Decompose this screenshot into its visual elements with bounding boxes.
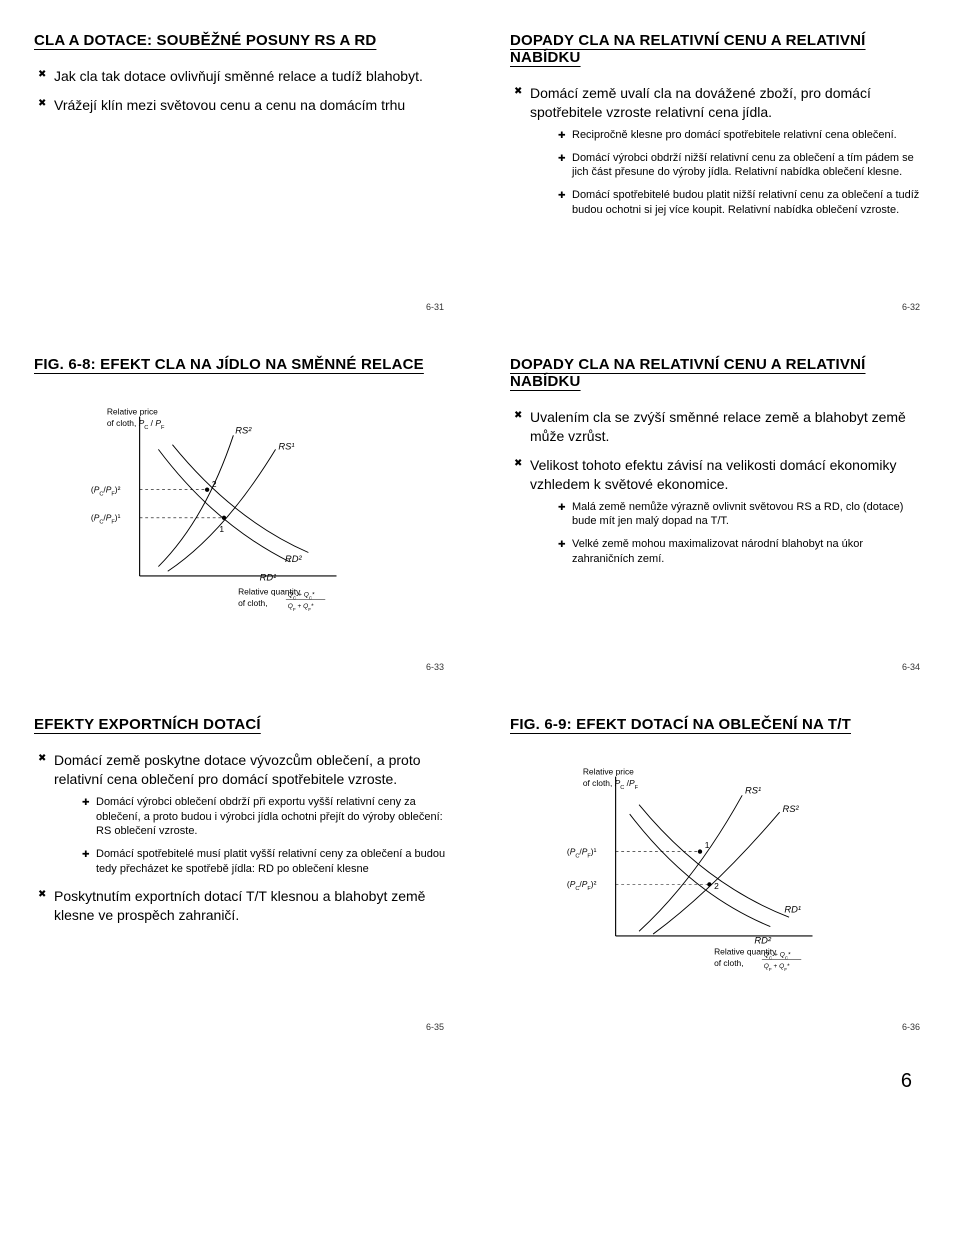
page-number: 6 bbox=[24, 1040, 936, 1093]
curve-rs2 bbox=[158, 435, 233, 566]
slide-6: FIG. 6-9: EFEKT DOTACÍ NA OBLEČENÍ NA T/… bbox=[500, 704, 936, 1040]
x-frac-num: QC + QC* bbox=[288, 592, 315, 601]
slide-title: FIG. 6-9: EFEKT DOTACÍ NA OBLEČENÍ NA T/… bbox=[510, 710, 926, 733]
slide-title: DOPADY CLA NA RELATIVNÍ CENU A RELATIVNÍ… bbox=[510, 26, 926, 66]
bullet-item: Domácí země poskytne dotace vývozcům obl… bbox=[38, 751, 450, 877]
bullet-list: Jak cla tak dotace ovlivňují směnné rela… bbox=[34, 67, 450, 115]
y-axis-label-1: Relative price bbox=[583, 767, 634, 777]
slide-2: DOPADY CLA NA RELATIVNÍ CENU A RELATIVNÍ… bbox=[500, 20, 936, 320]
curve-rd2 bbox=[630, 814, 771, 927]
slide-4: DOPADY CLA NA RELATIVNÍ CENU A RELATIVNÍ… bbox=[500, 344, 936, 680]
label-rd1: RD¹ bbox=[784, 905, 801, 915]
sub-list: Recipročně klesne pro domácí spotřebitel… bbox=[530, 128, 926, 218]
slide-number: 6-36 bbox=[902, 1022, 920, 1032]
slide-title: EFEKTY EXPORTNÍCH DOTACÍ bbox=[34, 710, 450, 733]
sub-item: Domácí spotřebitelé budou platit nižší r… bbox=[558, 188, 926, 218]
slide-5: EFEKTY EXPORTNÍCH DOTACÍ Domácí země pos… bbox=[24, 704, 460, 1040]
sub-item: Domácí výrobci obdrží nižší relativní ce… bbox=[558, 151, 926, 181]
bullet-item: Jak cla tak dotace ovlivňují směnné rela… bbox=[38, 67, 450, 86]
curve-rd1 bbox=[158, 449, 289, 562]
ytick-1: (PC/PF)¹ bbox=[91, 513, 121, 526]
sub-list: Malá země nemůže výrazně ovlivnit světov… bbox=[530, 500, 926, 567]
point-2-label: 2 bbox=[212, 479, 217, 489]
ytick-2: (PC/PF)² bbox=[567, 879, 597, 892]
sub-item: Velké země mohou maximalizovat národní b… bbox=[558, 537, 926, 567]
slide-3: FIG. 6-8: EFEKT CLA NA JÍDLO NA SMĚNNÉ R… bbox=[24, 344, 460, 680]
ytick-2: (PC/PF)² bbox=[91, 485, 121, 498]
label-rd1: RD¹ bbox=[260, 573, 277, 583]
slide-grid: CLA A DOTACE: SOUBĚŽNÉ POSUNY RS A RD Ja… bbox=[24, 20, 936, 1040]
x-axis-label-2: of cloth, bbox=[238, 598, 267, 608]
bullet-list: Domácí země uvalí cla na dovážené zboží,… bbox=[510, 84, 926, 218]
chart-svg: Relative price of cloth, PC /PF RS¹ RS² … bbox=[550, 755, 850, 995]
slide-title: DOPADY CLA NA RELATIVNÍ CENU A RELATIVNÍ… bbox=[510, 350, 926, 390]
label-rs2: RS² bbox=[783, 804, 800, 814]
slide-title: FIG. 6-8: EFEKT CLA NA JÍDLO NA SMĚNNÉ R… bbox=[34, 350, 450, 373]
bullet-list: Domácí země poskytne dotace vývozcům obl… bbox=[34, 751, 450, 925]
bullet-list: Uvalením cla se zvýší směnné relace země… bbox=[510, 408, 926, 567]
label-rd2: RD² bbox=[285, 554, 303, 564]
page: CLA A DOTACE: SOUBĚŽNÉ POSUNY RS A RD Ja… bbox=[0, 0, 960, 1133]
x-axis-label-2: of cloth, bbox=[714, 958, 744, 968]
x-frac-den: QF + QF* bbox=[764, 963, 790, 972]
curve-rs1 bbox=[639, 795, 742, 931]
sub-item: Domácí spotřebitelé musí platit vyšší re… bbox=[82, 847, 450, 877]
slide-number: 6-35 bbox=[426, 1022, 444, 1032]
bullet-text: Velikost tohoto efektu závisí na velikos… bbox=[530, 457, 897, 492]
slide-number: 6-32 bbox=[902, 302, 920, 312]
bullet-item: Domácí země uvalí cla na dovážené zboží,… bbox=[514, 84, 926, 218]
bullet-item: Uvalením cla se zvýší směnné relace země… bbox=[514, 408, 926, 446]
y-axis-label-2: of cloth, PC / PF bbox=[107, 418, 165, 431]
bullet-item: Poskytnutím exportních dotací T/T klesno… bbox=[38, 887, 450, 925]
point-1 bbox=[222, 516, 226, 520]
point-1-label: 1 bbox=[219, 524, 224, 534]
curve-rd2 bbox=[172, 445, 308, 553]
y-axis-label-1: Relative price bbox=[107, 407, 158, 417]
bullet-item: Velikost tohoto efektu závisí na velikos… bbox=[514, 456, 926, 567]
bullet-text: Domácí země poskytne dotace vývozcům obl… bbox=[54, 752, 421, 787]
point-2 bbox=[205, 488, 209, 492]
x-frac-den: QF + QF* bbox=[288, 603, 314, 612]
curve-rs2 bbox=[653, 812, 780, 934]
point-1-label: 1 bbox=[705, 840, 710, 850]
sub-list: Domácí výrobci oblečení obdrží při expor… bbox=[54, 795, 450, 877]
slide-number: 6-34 bbox=[902, 662, 920, 672]
point-2 bbox=[707, 882, 711, 886]
sub-item: Recipročně klesne pro domácí spotřebitel… bbox=[558, 128, 926, 143]
y-axis-label-2: of cloth, PC /PF bbox=[583, 778, 639, 791]
slide-1: CLA A DOTACE: SOUBĚŽNÉ POSUNY RS A RD Ja… bbox=[24, 20, 460, 320]
slide-number: 6-33 bbox=[426, 662, 444, 672]
curve-rd1 bbox=[639, 805, 789, 918]
sub-item: Malá země nemůže výrazně ovlivnit světov… bbox=[558, 500, 926, 530]
point-1 bbox=[698, 849, 702, 853]
label-rs1: RS¹ bbox=[278, 441, 294, 451]
x-frac-num: QC + QC* bbox=[764, 952, 791, 961]
chart-fig-6-8: Relative price of cloth, PC / PF RS² RS¹… bbox=[34, 391, 450, 640]
slide-number: 6-31 bbox=[426, 302, 444, 312]
point-2-label: 2 bbox=[714, 881, 719, 891]
ytick-1: (PC/PF)¹ bbox=[567, 846, 597, 859]
sub-item: Domácí výrobci oblečení obdrží při expor… bbox=[82, 795, 450, 840]
chart-fig-6-9: Relative price of cloth, PC /PF RS¹ RS² … bbox=[510, 751, 926, 1000]
label-rd2: RD² bbox=[754, 935, 772, 945]
label-rs1: RS¹ bbox=[745, 785, 761, 795]
bullet-item: Vrážejí klín mezi světovou cenu a cenu n… bbox=[38, 96, 450, 115]
label-rs2: RS² bbox=[235, 425, 252, 435]
bullet-text: Domácí země uvalí cla na dovážené zboží,… bbox=[530, 85, 871, 120]
slide-title: CLA A DOTACE: SOUBĚŽNÉ POSUNY RS A RD bbox=[34, 26, 450, 49]
chart-svg: Relative price of cloth, PC / PF RS² RS¹… bbox=[74, 395, 374, 635]
